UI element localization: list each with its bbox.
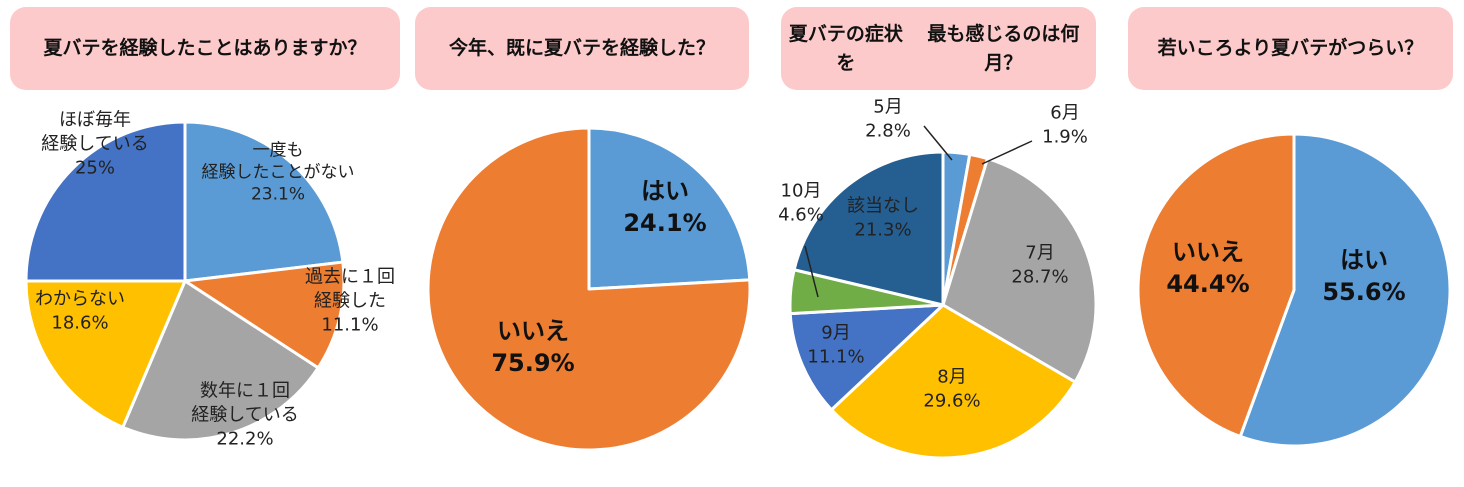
chart-1-slice-3 <box>121 279 320 442</box>
chart-4-data-label-1: はい 55.6% <box>1322 246 1405 306</box>
chart-1-slice-2 <box>183 260 346 370</box>
chart-3-data-label-3: 7月 28.7% <box>1011 242 1068 287</box>
chart-1-data-label-2: 過去に１回経験した 11.1% <box>305 266 395 335</box>
chart-3-title-line-1: 夏バテの症状を <box>788 22 903 74</box>
chart-3-slice-5 <box>788 303 945 412</box>
chart-4-title-line-2: 夏バテがつらい？ <box>1271 37 1424 59</box>
chart-3-data-label-6: 10月 4.6% <box>778 180 824 225</box>
chart-2-title: 今年、既に夏バテを経験した？ <box>415 7 749 90</box>
chart-1-data-label-4: わからない 18.6% <box>35 288 125 333</box>
chart-1-slice-1 <box>183 120 345 283</box>
chart-4-slice-1 <box>1238 132 1452 448</box>
chart-1-slice-4 <box>24 279 187 429</box>
chart-3-slice-7 <box>792 150 945 307</box>
chart-3-leader-line-2 <box>981 140 1033 165</box>
chart-3-leader-line-6 <box>804 245 819 298</box>
chart-1-title: 夏バテを 経験したことはありますか？ <box>10 7 400 90</box>
chart-2-slice-2 <box>426 126 752 452</box>
chart-3-title-line-2: 最も感じるのは何月？ <box>927 22 1080 74</box>
chart-1-data-label-5: ほぼ毎年経験している 25% <box>41 109 148 178</box>
chart-3-data-label-1: 5月 2.8% <box>865 96 911 141</box>
chart-3-data-label-7: 該当なし 21.3% <box>847 195 919 240</box>
chart-2-slice-1 <box>587 126 752 291</box>
chart-3-data-label-5: 9月 11.1% <box>807 322 864 367</box>
chart-3-data-label-2: 6月 1.9% <box>1042 102 1088 147</box>
chart-3-slice-4 <box>829 303 1077 460</box>
chart-2-data-label-2: いいえ 75.9% <box>491 317 574 377</box>
chart-3-title: 夏バテの症状を 最も感じるのは何月？ <box>781 7 1096 90</box>
chart-3-leader-line-1 <box>923 125 953 161</box>
chart-1-title-line-1: 夏バテを <box>43 37 120 59</box>
chart-1-data-label-3: 数年に１回経験している 22.2% <box>191 380 298 449</box>
chart-1-slice-5 <box>24 120 187 283</box>
chart-4-data-label-2: いいえ 44.4% <box>1166 238 1249 298</box>
chart-1-title-line-2: 経験したことはありますか？ <box>119 37 367 59</box>
chart-4-title: 若いころより 夏バテがつらい？ <box>1128 7 1453 90</box>
chart-4-slice-2 <box>1136 132 1296 438</box>
chart-4-title-line-1: 若いころより <box>1157 37 1272 59</box>
chart-3-data-label-4: 8月 29.6% <box>923 366 980 411</box>
chart-2-data-label-1: はい 24.1% <box>623 177 706 237</box>
chart-2-title-line-1: 今年、既に夏バテを経験した？ <box>448 37 715 59</box>
chart-1-data-label-1: 一度も経験したことがない 23.1% <box>202 141 355 205</box>
